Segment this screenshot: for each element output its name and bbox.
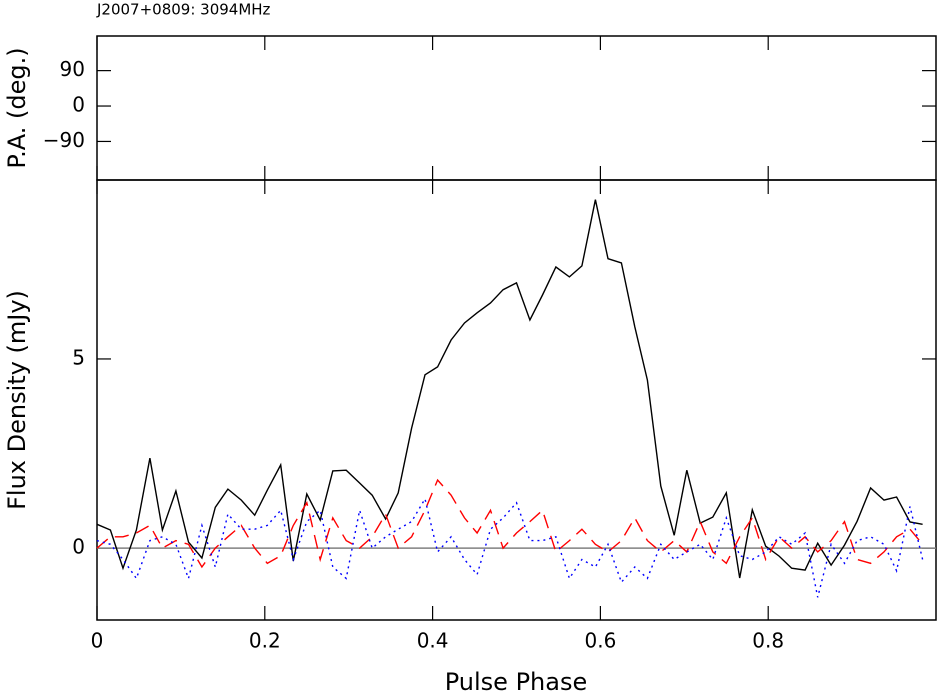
y-tick-label: 0 bbox=[72, 535, 85, 559]
y-axis-label: P.A. (deg.) bbox=[3, 47, 31, 168]
x-tick-label: 0.8 bbox=[752, 629, 784, 653]
y-tick-label: 0 bbox=[72, 93, 85, 117]
y-tick-label: −90 bbox=[43, 128, 85, 152]
plot-frame bbox=[96, 179, 937, 621]
x-tick-label: 0.6 bbox=[584, 629, 616, 653]
series-line bbox=[96, 497, 924, 598]
x-axis-label: Pulse Phase bbox=[445, 668, 588, 693]
chart-title: J2007+0809: 3094MHz bbox=[96, 1, 271, 19]
series-line bbox=[96, 199, 923, 579]
series-line bbox=[96, 478, 924, 569]
y-axis-label: Flux Density (mJy) bbox=[3, 290, 31, 510]
y-tick-label: 90 bbox=[60, 57, 85, 81]
x-tick-label: 0 bbox=[91, 629, 104, 653]
plot-frame bbox=[96, 35, 937, 181]
y-tick-label: 5 bbox=[72, 345, 85, 369]
x-tick-label: 0.2 bbox=[249, 629, 281, 653]
x-tick-label: 0.4 bbox=[417, 629, 449, 653]
